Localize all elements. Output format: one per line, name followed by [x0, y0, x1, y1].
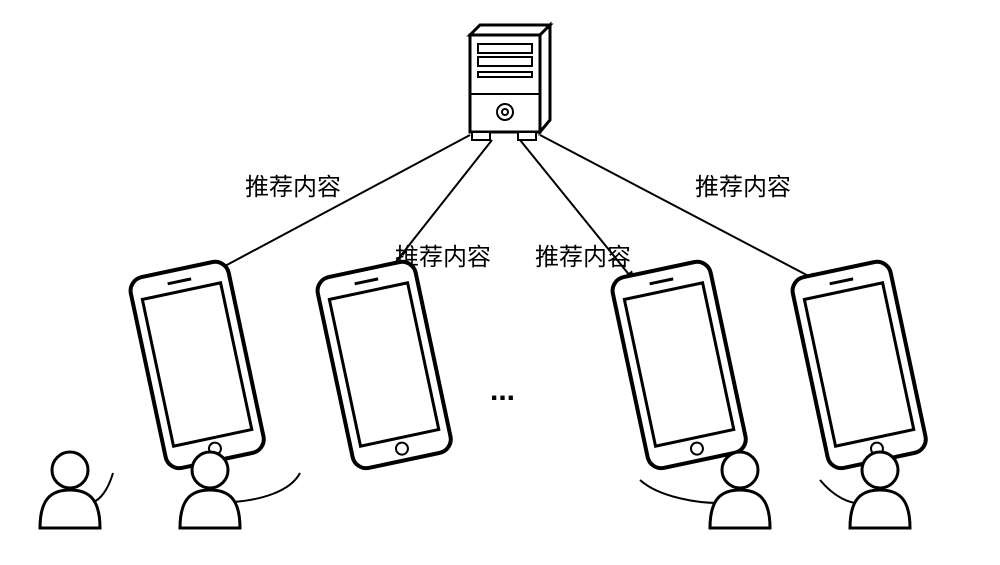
ellipsis: ... — [490, 374, 515, 407]
edges — [195, 135, 820, 282]
diagram-canvas: 推荐内容 推荐内容 推荐内容 推荐内容 ... — [0, 0, 1000, 565]
user-1 — [40, 452, 100, 528]
phone-3 — [610, 259, 748, 471]
phone-2 — [315, 259, 453, 471]
phone-4 — [790, 259, 928, 471]
phone-1 — [128, 259, 266, 471]
edge-label-4: 推荐内容 — [695, 174, 791, 201]
user-3 — [710, 452, 770, 528]
edge-label-1: 推荐内容 — [245, 174, 341, 201]
edge-label-3: 推荐内容 — [535, 244, 631, 271]
server-icon — [470, 25, 550, 140]
